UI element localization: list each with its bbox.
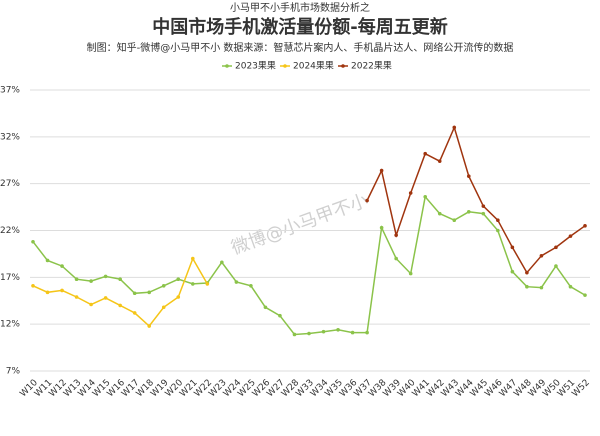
data-point <box>31 283 35 288</box>
chart-supertitle: 小马甲不小手机市场数据分析之 <box>230 1 370 14</box>
series-line <box>32 256 208 328</box>
data-point <box>161 283 166 288</box>
data-point <box>423 151 428 156</box>
data-point <box>278 313 282 318</box>
chart-subtitle: 制图：知乎-微博@小马甲不小 数据来源：智慧芯片案内人、手机晶片达人、网络公开流… <box>87 41 514 54</box>
data-point <box>249 283 253 288</box>
legend-label: 2023果果 <box>235 61 276 72</box>
data-point <box>45 290 50 295</box>
data-point <box>220 260 224 265</box>
data-point <box>103 274 108 279</box>
data-point <box>147 324 152 328</box>
data-point <box>466 174 471 178</box>
data-point <box>132 311 137 315</box>
data-point <box>190 256 195 261</box>
data-point <box>60 264 64 268</box>
data-point <box>118 277 122 282</box>
data-point <box>321 329 326 334</box>
data-point <box>379 168 384 173</box>
data-point <box>350 330 355 335</box>
x-tick-label: W52 <box>570 378 591 399</box>
data-point <box>525 270 529 275</box>
data-point <box>481 204 486 208</box>
data-point <box>568 234 573 238</box>
data-point <box>74 277 79 282</box>
data-point <box>437 211 442 216</box>
data-point <box>45 258 50 263</box>
data-point <box>307 331 311 336</box>
data-point <box>263 305 268 310</box>
data-point <box>365 198 369 203</box>
data-point <box>466 209 471 214</box>
data-point <box>408 191 413 195</box>
y-tick-label: 17% <box>0 273 20 283</box>
data-point <box>554 245 558 250</box>
data-point <box>74 295 79 299</box>
data-point <box>103 296 108 300</box>
data-point <box>336 327 340 332</box>
data-point <box>583 293 587 297</box>
data-point <box>539 253 544 258</box>
data-point <box>452 125 457 130</box>
data-point <box>379 225 384 230</box>
data-point <box>510 269 515 274</box>
legend-label: 2024果果 <box>293 61 334 72</box>
data-point <box>583 224 587 228</box>
data-point <box>554 264 558 268</box>
y-tick-label: 7% <box>6 367 21 377</box>
data-point <box>496 218 500 222</box>
data-point <box>539 285 544 290</box>
data-point <box>132 291 137 296</box>
data-point <box>234 280 239 284</box>
y-tick-label: 27% <box>0 179 20 189</box>
data-point <box>452 218 457 222</box>
data-point <box>176 295 181 299</box>
data-point <box>31 239 35 244</box>
data-point <box>394 233 398 237</box>
data-point <box>161 305 166 310</box>
data-point <box>365 330 369 335</box>
data-point <box>408 271 413 276</box>
data-point <box>568 284 573 289</box>
chart-title: 中国市场手机激活量份额-每周五更新 <box>152 16 447 38</box>
data-point <box>190 282 195 286</box>
legend-marker <box>341 64 345 68</box>
data-point <box>60 288 64 293</box>
data-point <box>147 290 152 295</box>
y-tick-label: 22% <box>0 226 20 236</box>
watermark: 微博@小马甲不小 <box>229 190 371 259</box>
data-point <box>423 194 428 199</box>
data-point <box>437 159 442 163</box>
legend-label: 2022果果 <box>351 61 392 72</box>
data-point <box>481 211 486 216</box>
legend-marker <box>283 64 287 68</box>
y-tick-label: 37% <box>0 86 20 96</box>
data-point <box>496 228 500 233</box>
data-point <box>510 245 515 250</box>
data-point <box>525 284 529 289</box>
data-point <box>394 256 398 261</box>
legend-marker <box>225 64 229 68</box>
data-point <box>89 279 93 283</box>
series-line <box>366 125 586 274</box>
data-point <box>176 277 181 282</box>
data-point <box>205 282 210 286</box>
y-tick-label: 12% <box>0 320 20 330</box>
y-tick-label: 32% <box>0 132 20 142</box>
data-point <box>118 303 122 308</box>
data-point <box>292 332 297 337</box>
data-point <box>89 302 93 307</box>
